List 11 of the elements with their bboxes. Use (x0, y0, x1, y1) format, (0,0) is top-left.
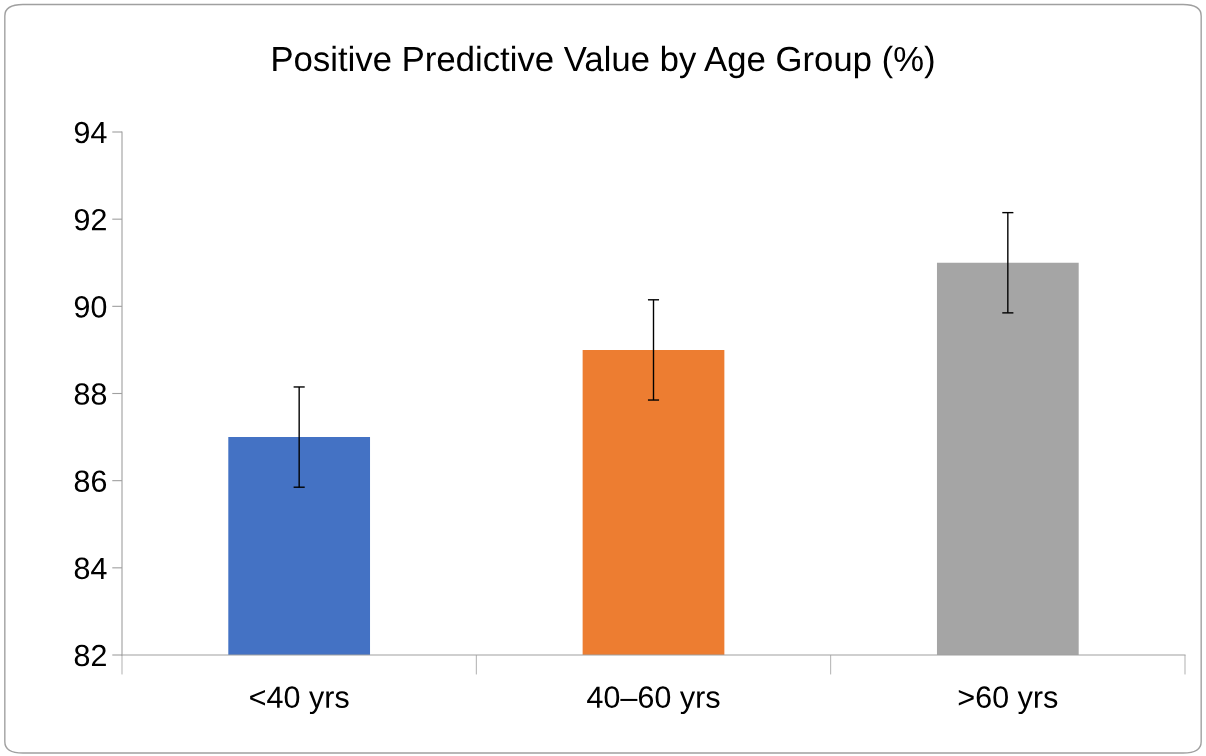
x-tick-label: 40–60 yrs (587, 686, 720, 715)
y-tick-label: 82 (74, 644, 106, 667)
y-tick-label: 84 (74, 557, 107, 580)
y-tick-label: 90 (74, 296, 107, 318)
x-tick-label: >60 yrs (958, 686, 1058, 715)
x-tick-label: <40 yrs (250, 686, 349, 715)
y-tick-label: 88 (74, 383, 107, 405)
y-tick-label: 92 (74, 208, 106, 231)
y-tick-label: 94 (74, 121, 107, 144)
chart-title: Positive Predictive Value by Age Group (%) (273, 45, 934, 79)
y-tick-label: 86 (74, 470, 107, 493)
